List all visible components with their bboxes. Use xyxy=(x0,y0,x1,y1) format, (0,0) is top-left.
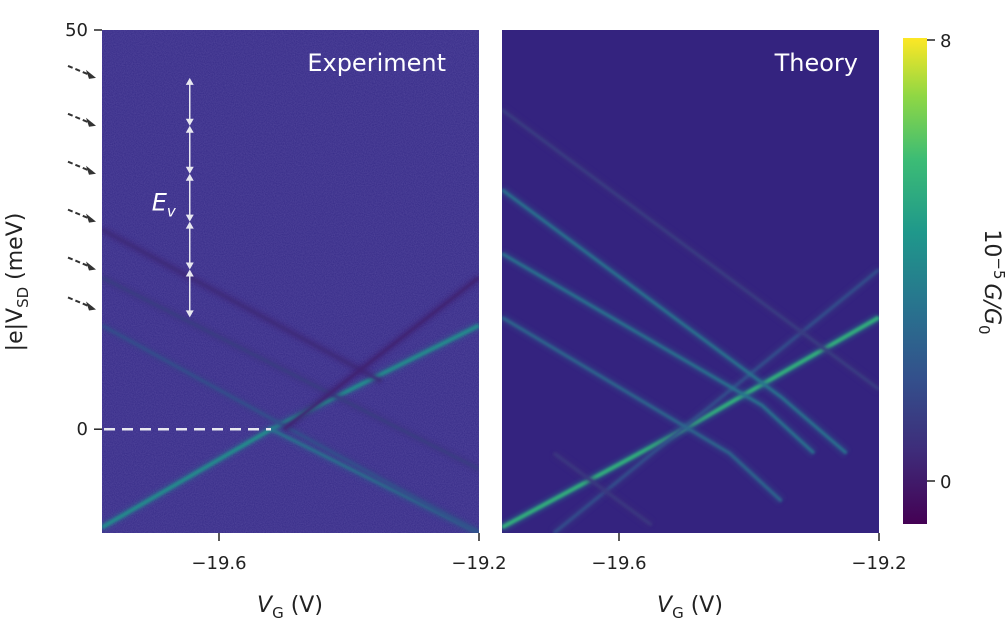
colorbar: 8 0 10−5G/G0 xyxy=(903,31,1008,524)
ev-double-arrow xyxy=(185,77,194,126)
marker-arrow xyxy=(67,208,96,223)
ylabel-symbol: |e|V xyxy=(3,308,28,351)
theory-x-ticks: −19.6 −19.2 xyxy=(591,533,907,574)
excitation-spacing-arrows xyxy=(185,77,194,318)
conductance-line-excited-up xyxy=(283,276,479,431)
excited-state-marker-arrows xyxy=(67,64,96,311)
ylabel-unit: (meV) xyxy=(3,213,28,287)
conductance-line-excited-down xyxy=(502,252,816,455)
theory-panel-label: Theory xyxy=(774,49,858,77)
experiment-noise xyxy=(102,30,479,533)
experiment-panel: Ev Experiment xyxy=(102,30,479,533)
xlabel-symbol: V xyxy=(657,593,674,618)
experiment-x-axis-label: VG (V) xyxy=(257,593,323,622)
theory-lines xyxy=(502,106,879,533)
x-tick-label: −19.6 xyxy=(591,553,646,574)
conductance-line-excited-down xyxy=(502,188,848,455)
xlabel-unit: (V) xyxy=(684,593,723,618)
colorbar-label-base: 10 xyxy=(979,229,1004,257)
colorbar-label: 10−5 G/G0 xyxy=(975,229,1008,334)
colorbar-label-G0: /G xyxy=(979,299,1004,325)
y-axis-ticks: 50 0 xyxy=(65,20,102,440)
xlabel-unit: (V) xyxy=(284,593,323,618)
xlabel-symbol: V xyxy=(257,593,274,618)
y-axis-label: |e|VSD (meV) xyxy=(3,213,32,352)
conductance-line-excited-down xyxy=(102,276,479,471)
colorbar-label-subscript: 0 xyxy=(975,325,993,335)
ev-double-arrow xyxy=(185,173,194,222)
marker-arrow xyxy=(67,64,96,79)
experiment-panel-label: Experiment xyxy=(307,49,446,77)
x-tick-label: −19.2 xyxy=(451,553,506,574)
colorbar-gradient xyxy=(903,38,927,524)
ev-double-arrow xyxy=(185,221,194,270)
ylabel-subscript: SD xyxy=(14,287,32,308)
xlabel-subscript: G xyxy=(672,604,684,622)
marker-arrow xyxy=(67,112,96,127)
experiment-x-ticks: −19.6 −19.2 xyxy=(191,533,507,574)
conductance-line-excited-down xyxy=(102,228,383,383)
xlabel-subscript: G xyxy=(272,604,284,622)
theory-x-axis-label: VG (V) xyxy=(657,593,723,622)
colorbar-label-exponent: −5 xyxy=(990,257,1008,279)
x-tick-label: −19.2 xyxy=(851,553,906,574)
theory-panel: Theory xyxy=(502,30,879,533)
ev-subscript: v xyxy=(167,202,177,220)
marker-arrow xyxy=(67,256,96,271)
conductance-line-excited-down xyxy=(553,451,653,527)
marker-arrow xyxy=(67,160,96,175)
ev-double-arrow xyxy=(185,269,194,318)
colorbar-label-G: G xyxy=(979,284,1004,301)
colorbar-tick-8: 8 xyxy=(940,31,951,52)
conductance-line-excited-down xyxy=(502,316,783,503)
colorbar-tick-0: 0 xyxy=(940,472,951,493)
y-tick-label: 50 xyxy=(65,20,88,41)
ev-double-arrow xyxy=(185,125,194,174)
x-tick-label: −19.6 xyxy=(191,553,246,574)
conductance-line-excited-down xyxy=(502,108,879,391)
marker-arrow xyxy=(67,296,96,311)
y-tick-label: 0 xyxy=(77,419,88,440)
ev-annotation: Ev xyxy=(152,188,177,220)
ev-symbol: E xyxy=(152,188,168,216)
